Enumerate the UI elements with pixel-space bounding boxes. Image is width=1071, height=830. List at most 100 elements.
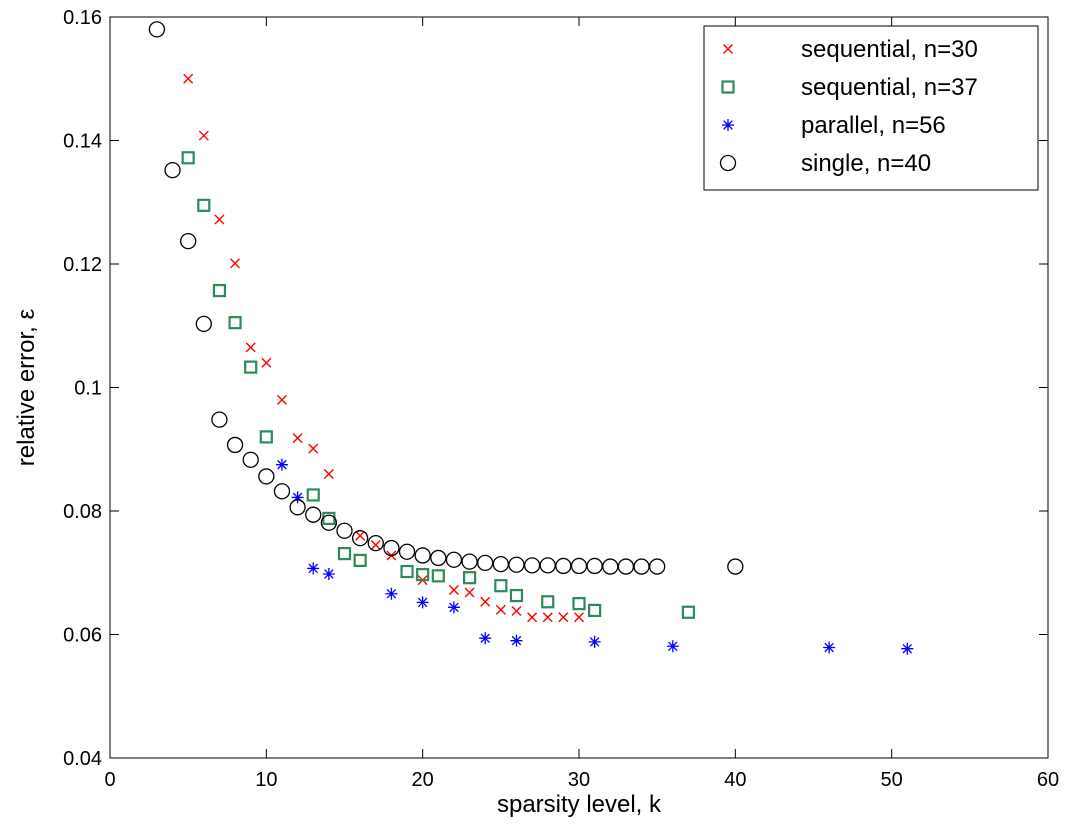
- data-point-asterisk: [823, 641, 836, 654]
- data-point-square: [228, 316, 242, 330]
- data-point-square: [681, 605, 696, 619]
- data-point-x: [183, 73, 194, 84]
- data-point-asterisk: [291, 491, 304, 504]
- data-point-x: [495, 604, 506, 615]
- data-point-circle: [727, 558, 744, 575]
- legend-item: sequential, n=30: [723, 36, 978, 63]
- data-point-square: [197, 198, 211, 212]
- y-tick-label: 0.08: [63, 501, 102, 523]
- data-point-circle: [336, 522, 353, 539]
- data-point-square: [572, 597, 586, 611]
- legend-label: sequential, n=30: [801, 36, 978, 63]
- legend: sequential, n=30 sequential, n=37 parallel…: [703, 25, 1039, 191]
- data-point-square: [181, 151, 195, 165]
- data-point-x: [323, 468, 334, 479]
- data-point-circle: [273, 483, 291, 500]
- data-point-circle: [351, 530, 369, 547]
- x-tick-label: 20: [412, 769, 434, 791]
- data-point-x: [511, 606, 522, 617]
- data-point-asterisk: [307, 562, 320, 575]
- x-tick-label: 60: [1037, 769, 1059, 791]
- data-point-x: [464, 587, 475, 598]
- data-point-asterisk: [588, 635, 601, 648]
- data-point-square: [400, 564, 414, 579]
- legend-marker-square: [721, 80, 735, 94]
- data-point-x: [198, 130, 209, 141]
- data-point-asterisk: [901, 642, 914, 655]
- data-point-circle: [148, 21, 166, 38]
- legend-item: sequential, n=37: [721, 74, 978, 101]
- data-point-x: [261, 357, 272, 368]
- data-point-x: [355, 530, 366, 541]
- x-tick-label: 0: [104, 769, 115, 791]
- data-point-square: [306, 488, 320, 502]
- y-tick-label: 0.1: [74, 378, 102, 400]
- data-point-circle: [305, 506, 322, 523]
- data-point-square: [353, 553, 367, 568]
- data-point-x: [542, 612, 553, 623]
- x-tick-label: 50: [881, 769, 903, 791]
- legend-item: single, n=40: [719, 150, 931, 177]
- data-point-x: [276, 394, 287, 405]
- data-point-circle: [258, 468, 275, 485]
- data-point-circle: [508, 556, 525, 573]
- data-point-circle: [414, 547, 431, 564]
- data-point-circle: [430, 549, 447, 567]
- series-circle: [148, 21, 744, 575]
- data-point-x: [308, 443, 319, 454]
- data-point-square: [337, 547, 352, 561]
- data-point-circle: [367, 534, 384, 552]
- data-point-asterisk: [479, 632, 492, 645]
- legend-marker-asterisk: [722, 119, 734, 131]
- data-point-x: [370, 539, 381, 550]
- y-tick-label: 0.16: [63, 7, 102, 29]
- y-tick-label: 0.14: [63, 131, 102, 153]
- legend-marker-x: [723, 44, 733, 54]
- data-point-square: [541, 595, 555, 609]
- data-point-x: [480, 596, 491, 607]
- data-point-circle: [539, 557, 556, 574]
- data-point-square: [588, 603, 602, 618]
- legend-label: parallel, n=56: [801, 112, 946, 139]
- data-point-square: [462, 571, 477, 585]
- data-point-circle: [320, 514, 338, 531]
- data-point-circle: [195, 315, 212, 333]
- data-point-x: [574, 612, 584, 623]
- x-axis-label: sparsity level, k: [497, 791, 662, 818]
- y-tick-label: 0.04: [63, 748, 102, 770]
- legend-label: sequential, n=37: [801, 74, 978, 101]
- series-asterisk: [275, 458, 914, 655]
- legend-box: [703, 25, 1039, 191]
- data-point-circle: [477, 554, 494, 572]
- series-x: [183, 73, 584, 623]
- axis-ticks: 0 10 20 30 40 50 60 0.04 0.06 0.08 0.1 0.12 0.14 0.16: [63, 7, 1059, 791]
- x-tick-label: 10: [255, 769, 277, 791]
- data-point-asterisk: [385, 587, 398, 600]
- data-point-x: [448, 585, 459, 596]
- data-point-circle: [289, 499, 306, 516]
- data-point-circle: [164, 161, 181, 179]
- data-point-square: [494, 579, 508, 593]
- data-point-x: [245, 342, 256, 353]
- data-point-square: [259, 430, 273, 444]
- legend-label: single, n=40: [801, 150, 931, 177]
- data-point-asterisk: [275, 458, 288, 471]
- data-point-square: [416, 568, 430, 582]
- data-point-circle: [383, 539, 400, 557]
- data-point-circle: [180, 233, 197, 250]
- data-point-asterisk: [416, 596, 429, 609]
- data-point-square: [244, 360, 258, 374]
- data-point-circle: [211, 411, 228, 428]
- data-marks: [148, 21, 914, 655]
- y-tick-label: 0.12: [63, 254, 102, 276]
- data-point-square: [212, 283, 227, 298]
- data-point-x: [558, 612, 569, 623]
- data-point-asterisk: [322, 567, 335, 580]
- data-point-circle: [492, 555, 509, 573]
- data-point-square: [509, 588, 524, 603]
- x-tick-label: 30: [568, 769, 590, 791]
- x-tick-label: 40: [724, 769, 746, 791]
- data-point-circle: [242, 451, 259, 468]
- data-point-circle: [445, 551, 463, 568]
